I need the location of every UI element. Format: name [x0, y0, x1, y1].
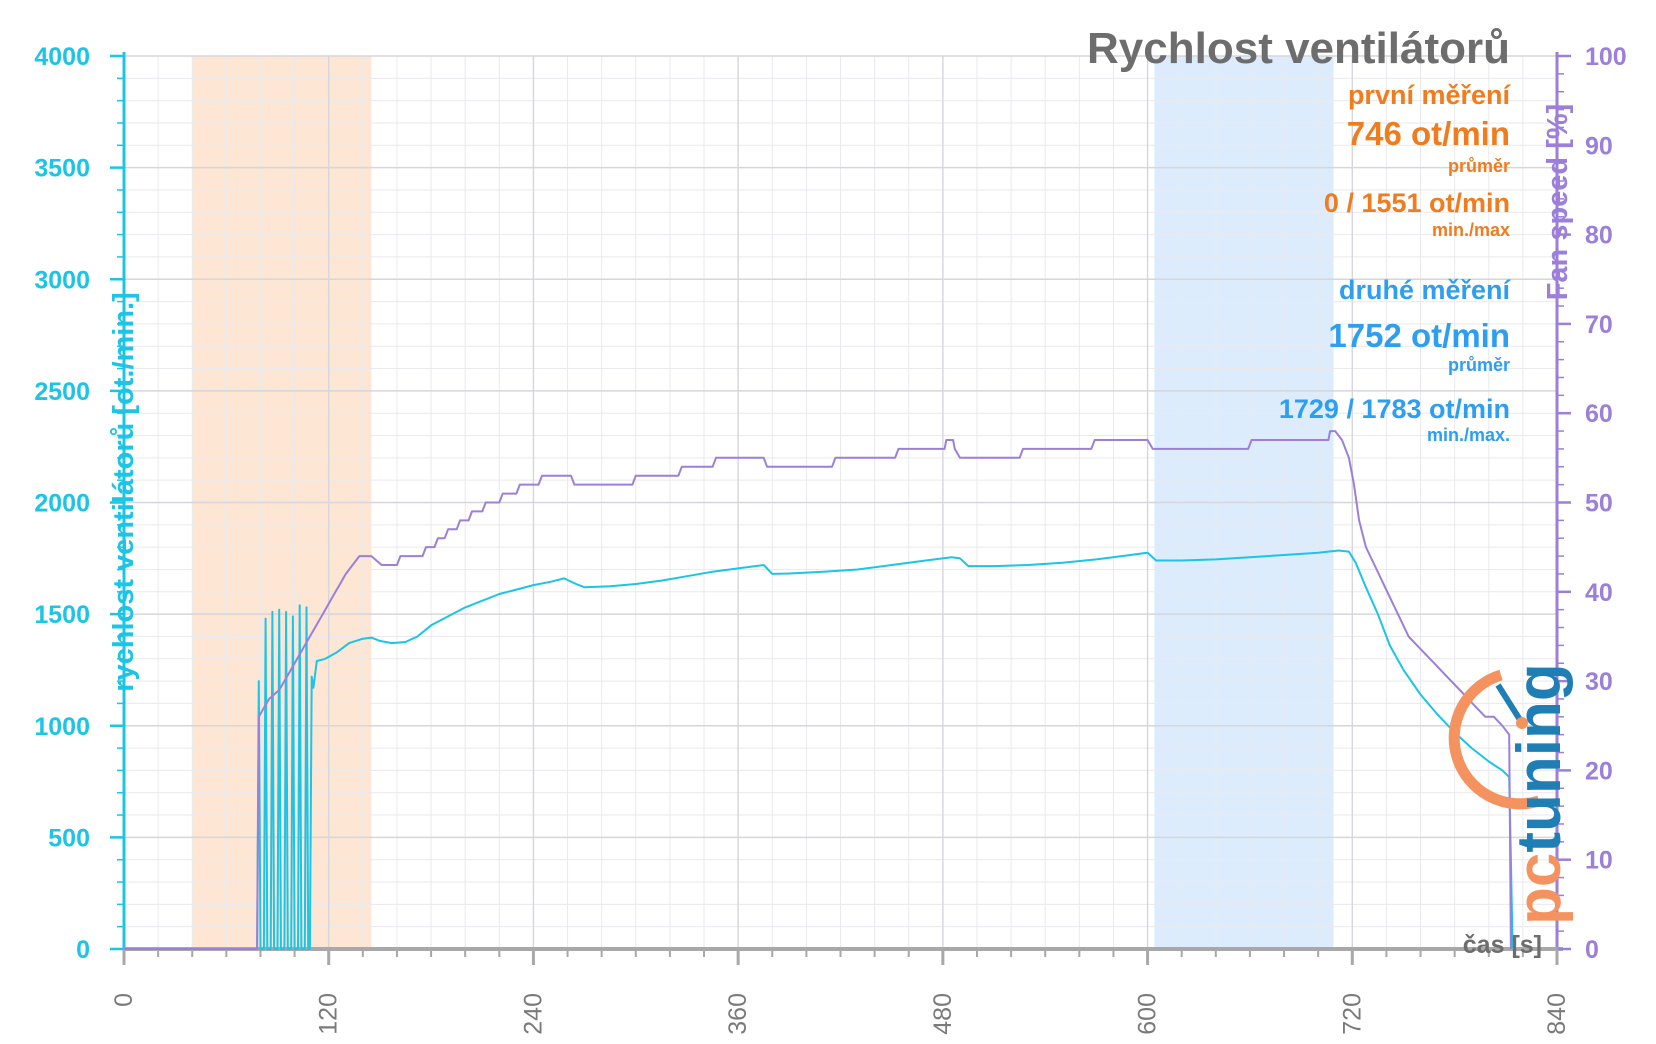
- first-measurement-annotation: první měření 746 ot/min průměr 0 / 1551 …: [1324, 80, 1512, 240]
- right-tick-label: 60: [1585, 400, 1613, 428]
- right-tick-label: 20: [1585, 757, 1613, 785]
- right-tick-label: 70: [1585, 311, 1613, 339]
- x-axis-label: čas [s]: [1463, 931, 1542, 959]
- x-tick-label: 240: [519, 993, 547, 1035]
- second-measurement-annotation: druhé měření 1752 ot/min průměr 1729 / 1…: [1279, 275, 1512, 445]
- right-axis-label: Fan speed [%]: [1542, 104, 1574, 301]
- second-measurement-average: 1752 ot/min: [1328, 317, 1510, 354]
- logo-gauge-needle: [1495, 683, 1525, 725]
- first-measurement-minmax-label: min./max: [1432, 220, 1510, 240]
- left-axis-label: rychlost ventilátorů [ot./min.]: [108, 292, 140, 692]
- right-tick-label: 40: [1585, 579, 1613, 607]
- left-tick-label: 0: [76, 936, 90, 964]
- left-tick-label: 1000: [34, 713, 90, 741]
- chart-title: Rychlost ventilátorů: [1087, 24, 1510, 73]
- logo-gauge-hub: [1516, 717, 1528, 729]
- left-tick-label: 1500: [34, 601, 90, 629]
- right-tick-label: 90: [1585, 132, 1613, 160]
- x-tick-label: 120: [315, 993, 343, 1035]
- second-measurement-minmax-label: min./max.: [1427, 425, 1510, 445]
- left-tick-label: 500: [48, 824, 90, 852]
- logo-wordmark: pctuning: [1505, 663, 1574, 925]
- x-tick-label: 600: [1134, 993, 1162, 1035]
- x-tick-label: 720: [1338, 993, 1366, 1035]
- right-tick-label: 100: [1585, 43, 1627, 71]
- fan-rpm-line: [124, 549, 1514, 950]
- x-tick-label: 480: [929, 993, 957, 1035]
- fan-speed-percent-line: [124, 430, 1512, 950]
- first-measurement-average-label: průměr: [1448, 156, 1510, 176]
- left-tick-label: 2000: [34, 490, 90, 518]
- right-tick-label: 50: [1585, 490, 1613, 518]
- logo-gauge-arc: [1448, 669, 1541, 810]
- x-tick-label: 0: [110, 993, 138, 1007]
- first-measurement-heading: první měření: [1348, 80, 1512, 110]
- right-tick-label: 0: [1585, 936, 1599, 964]
- x-tick-label: 360: [724, 993, 752, 1035]
- second-measurement-heading: druhé měření: [1339, 275, 1512, 305]
- second-measurement-average-label: průměr: [1448, 355, 1510, 375]
- left-tick-label: 3000: [34, 266, 90, 294]
- x-tick-label: 840: [1543, 993, 1571, 1035]
- right-tick-label: 10: [1585, 847, 1613, 875]
- second-measurement-minmax: 1729 / 1783 ot/min: [1279, 394, 1510, 424]
- left-tick-label: 3500: [34, 155, 90, 183]
- pctuning-logo: pctuning: [1448, 663, 1574, 925]
- left-tick-label: 4000: [34, 43, 90, 71]
- first-measurement-minmax: 0 / 1551 ot/min: [1324, 188, 1510, 218]
- first-measurement-average: 746 ot/min: [1347, 115, 1510, 152]
- right-tick-label: 80: [1585, 222, 1613, 250]
- left-tick-label: 2500: [34, 378, 90, 406]
- right-tick-label: 30: [1585, 668, 1613, 696]
